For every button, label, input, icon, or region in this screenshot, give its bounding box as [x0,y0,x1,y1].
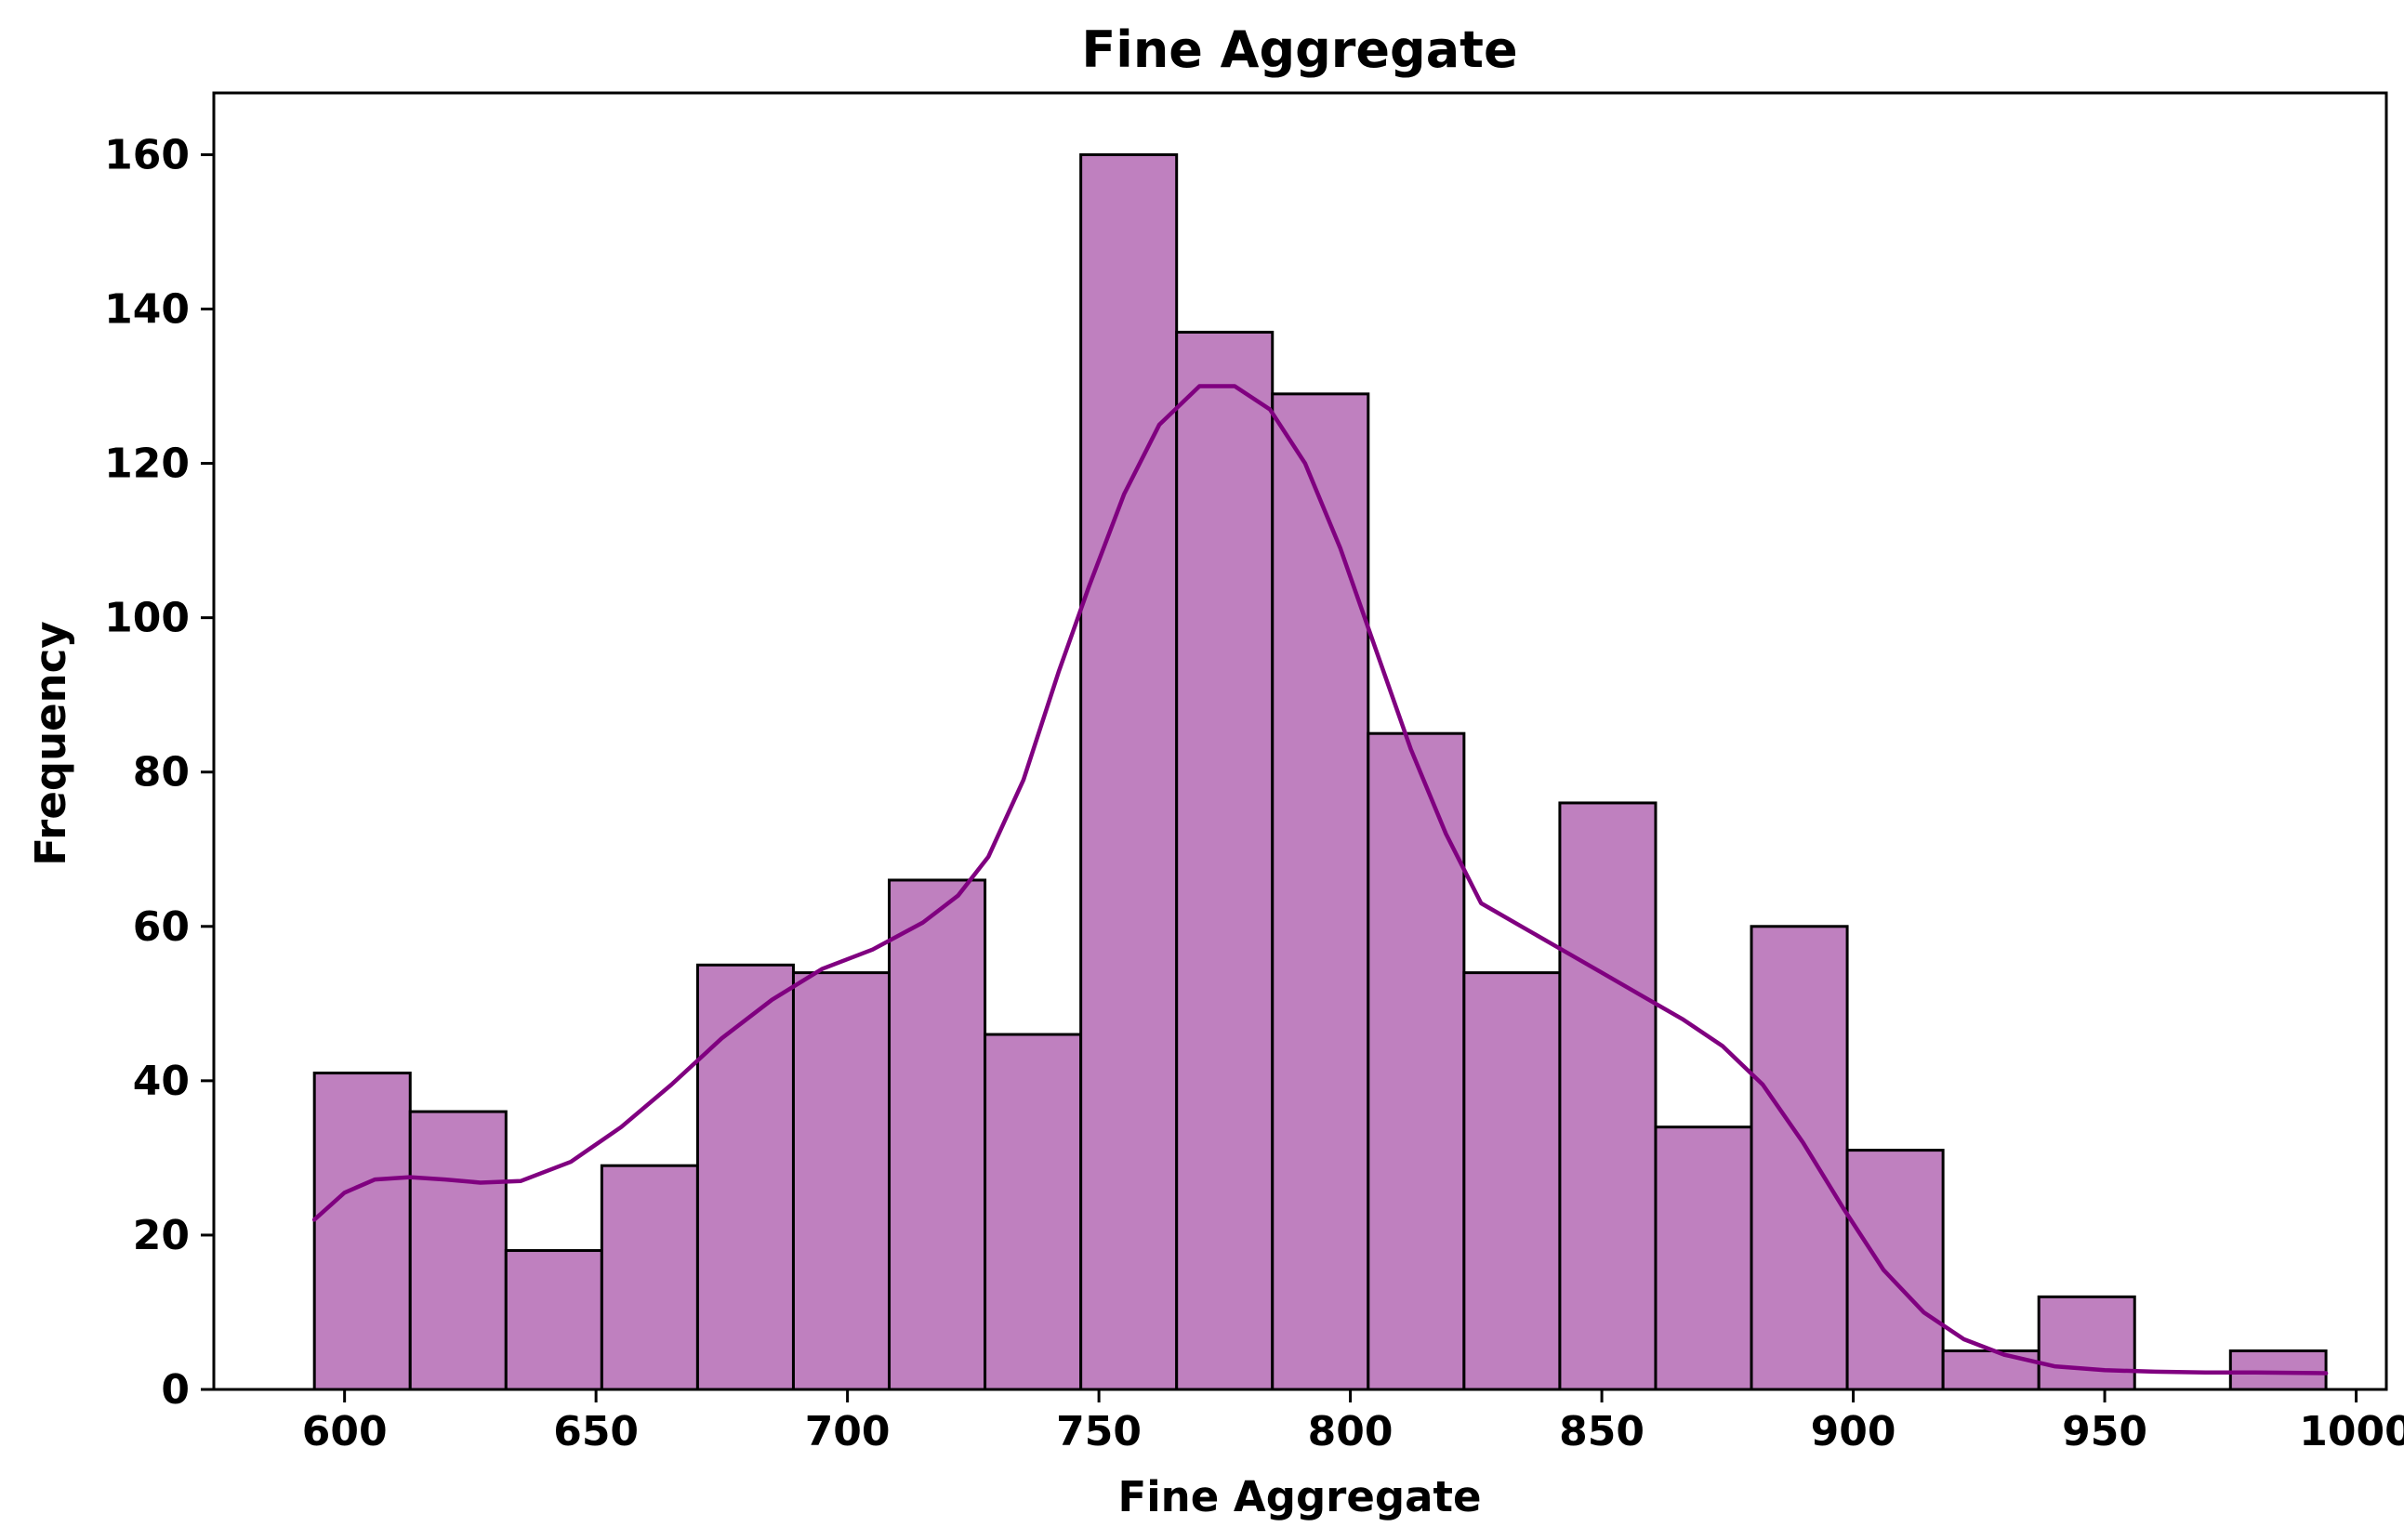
x-tick-label: 600 [302,1408,388,1455]
histogram-bar [2228,1349,2328,1391]
kde-curve [311,384,2329,1375]
bars-layer [312,152,2328,1391]
x-tick-label: 800 [1308,1408,1394,1455]
histogram-bar [695,963,795,1391]
histogram-bar [1845,1149,1945,1391]
histogram-bar [1750,925,1849,1391]
y-tick-label: 20 [133,1212,190,1259]
histogram-bar [2037,1295,2136,1391]
histogram-bar [1558,801,1658,1391]
x-tick-label: 700 [805,1408,891,1455]
plot-frame [212,91,2388,1391]
y-axis-ticks: 0 20 40 60 80 100 120 140 160 [104,131,214,1414]
x-tick-label: 900 [1811,1408,1896,1455]
histogram-bar [888,878,987,1391]
x-axis-label: Fine Aggregate [1118,1472,1482,1521]
y-tick-label: 80 [133,749,190,796]
y-tick-label: 100 [104,595,190,642]
y-axis-label: Frequency [26,621,75,865]
y-tick-label: 40 [133,1058,190,1105]
histogram-bar [1271,392,1370,1391]
y-tick-label: 0 [161,1366,190,1414]
histogram-bar [504,1249,603,1391]
x-tick-label: 1000 [2299,1408,2404,1455]
histogram-bar [1654,1125,1753,1391]
histogram-bar [600,1164,699,1391]
histogram-bar [1941,1349,2041,1391]
x-tick-label: 650 [553,1408,639,1455]
histogram-bar [1367,731,1466,1391]
histogram-bar [984,1033,1083,1391]
histogram-bar [312,1072,412,1391]
histogram-bar [791,971,892,1391]
x-tick-label: 850 [1559,1408,1644,1455]
y-tick-label: 120 [104,441,190,488]
histogram-bar [1462,971,1562,1391]
histogram-bar [1079,152,1179,1391]
chart-title: Fine Aggregate [1081,20,1517,79]
x-tick-label: 950 [2062,1408,2147,1455]
y-tick-label: 160 [104,131,190,178]
histogram-bar [408,1110,508,1391]
y-tick-label: 60 [133,903,190,951]
x-tick-label: 750 [1056,1408,1142,1455]
histogram-bar [1175,330,1275,1391]
y-tick-label: 140 [104,286,190,334]
x-axis-ticks: 600 650 700 750 800 850 900 950 1000 [302,1389,2404,1455]
